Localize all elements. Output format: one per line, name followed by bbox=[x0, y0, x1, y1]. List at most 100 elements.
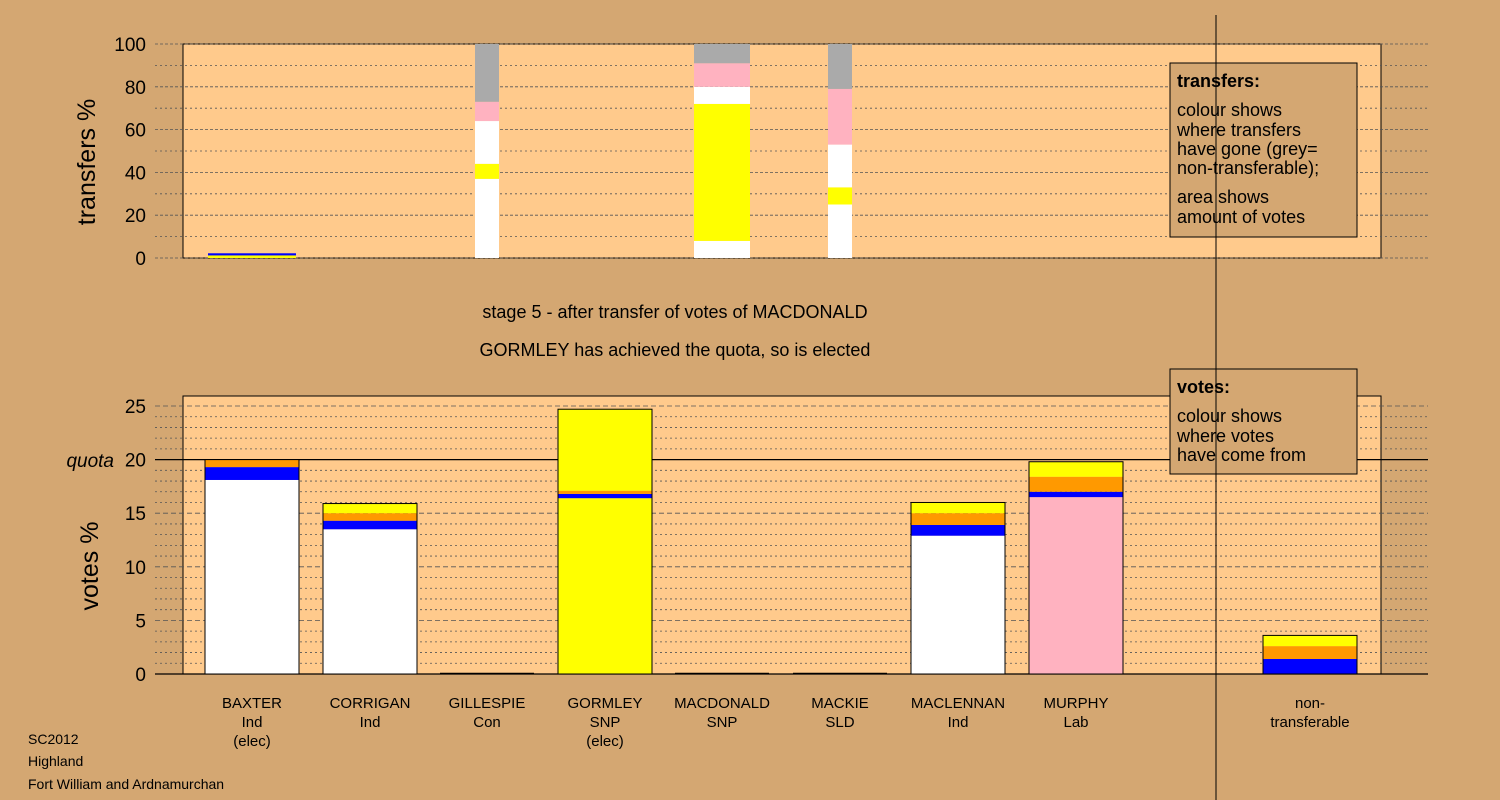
transfers-legend-line: area shows bbox=[1177, 187, 1269, 207]
votes-bar-segment bbox=[558, 498, 652, 674]
votes-bar-segment bbox=[1029, 491, 1123, 498]
footer-council: Highland bbox=[28, 753, 83, 769]
votes-bar-outline bbox=[910, 501, 1006, 675]
candidate-label: (elec) bbox=[586, 733, 624, 750]
votes-legend-heading: votes: bbox=[1177, 377, 1230, 397]
votes-tick-label: 20 bbox=[125, 451, 146, 472]
votes-bar-segment bbox=[1263, 635, 1357, 647]
candidate-label: GORMLEY bbox=[567, 695, 642, 712]
votes-bar-segment bbox=[1029, 497, 1123, 674]
candidate-label: Ind bbox=[948, 714, 969, 731]
transfers-tick-label: 20 bbox=[125, 206, 146, 227]
candidate-label: Lab bbox=[1063, 714, 1088, 731]
votes-legend-line: colour shows bbox=[1177, 406, 1282, 426]
votes-bar-segment bbox=[558, 409, 652, 491]
stage-caption: stage 5 - after transfer of votes of MAC… bbox=[482, 302, 867, 322]
votes-legend-box bbox=[1169, 368, 1358, 475]
transfers-bars bbox=[208, 44, 852, 258]
votes-bars bbox=[204, 408, 1358, 675]
transfers-bar-segment bbox=[828, 204, 852, 258]
footer-election: SC2012 bbox=[28, 731, 79, 747]
votes-bar-segment bbox=[911, 535, 1005, 674]
votes-tick-label: 10 bbox=[125, 558, 146, 579]
candidate-label: SNP bbox=[707, 714, 738, 731]
footer-ward: Fort William and Ardnamurchan bbox=[28, 776, 224, 792]
transfers-bar-segment bbox=[208, 253, 296, 256]
transfers-axis-title: transfers % bbox=[73, 99, 101, 225]
transfers-legend-line: have gone (grey= bbox=[1177, 139, 1318, 159]
votes-bar-segment bbox=[1029, 461, 1123, 477]
votes-axis-title: votes % bbox=[76, 522, 104, 611]
transfers-legend-line: amount of votes bbox=[1177, 207, 1305, 227]
transfers-bar-segment bbox=[694, 86, 750, 104]
votes-bar-outline bbox=[204, 459, 300, 675]
candidate-label: transferable bbox=[1270, 714, 1349, 731]
transfers-bar-segment bbox=[828, 88, 852, 145]
votes-bar-segment bbox=[1263, 646, 1357, 659]
candidate-label: MACLENNAN bbox=[911, 695, 1005, 712]
votes-tick-labels: 0 5 10 15 25 20 bbox=[125, 397, 146, 686]
transfers-bar-segment bbox=[828, 44, 852, 89]
candidate-label: SNP bbox=[590, 714, 621, 731]
votes-tick-label: 15 bbox=[125, 504, 146, 525]
candidate-label: MACDONALD bbox=[674, 695, 770, 712]
transfers-tick-label: 80 bbox=[125, 78, 146, 99]
votes-bar-outline bbox=[1028, 461, 1124, 675]
votes-bar-segment bbox=[323, 529, 417, 674]
votes-bar-segment bbox=[323, 513, 417, 521]
candidate-label: MURPHY bbox=[1043, 695, 1108, 712]
transfers-tick-label: 0 bbox=[135, 249, 146, 270]
transfers-legend-box bbox=[1169, 62, 1358, 238]
votes-bar-segment bbox=[911, 524, 1005, 536]
candidate-label: MACKIE bbox=[811, 695, 869, 712]
votes-bar-segment bbox=[323, 503, 417, 514]
votes-bar-outline bbox=[1262, 634, 1358, 675]
votes-bar-segment bbox=[558, 493, 652, 499]
transfers-bar-segment bbox=[475, 121, 499, 164]
votes-tick-label: 5 bbox=[135, 611, 146, 632]
transfers-legend-line: colour shows bbox=[1177, 100, 1282, 120]
votes-bar-segment bbox=[558, 490, 652, 494]
transfers-bar-segment bbox=[828, 144, 852, 188]
candidate-label: (elec) bbox=[233, 733, 271, 750]
transfers-tick-label: 60 bbox=[125, 121, 146, 142]
transfers-tick-label: 100 bbox=[114, 35, 146, 56]
votes-tick-label: 0 bbox=[135, 665, 146, 686]
votes-bar-segment bbox=[205, 479, 299, 674]
votes-bar-segment bbox=[1263, 658, 1357, 674]
transfers-legend-line: where transfers bbox=[1176, 120, 1301, 140]
transfers-legend-heading: transfers: bbox=[1177, 71, 1260, 91]
transfers-bar-segment bbox=[828, 187, 852, 205]
votes-bar-segment bbox=[205, 467, 299, 480]
transfers-legend-line: non-transferable); bbox=[1177, 158, 1319, 178]
candidate-label: Con bbox=[473, 714, 501, 731]
candidate-label: Ind bbox=[242, 714, 263, 731]
votes-legend: votes: colour shows where votes have com… bbox=[1169, 368, 1358, 475]
votes-legend-line: where votes bbox=[1176, 426, 1274, 446]
votes-bar-segment bbox=[323, 520, 417, 530]
transfers-bar-segment bbox=[475, 178, 499, 258]
votes-bar-segment bbox=[911, 513, 1005, 525]
transfers-tick-label: 40 bbox=[125, 163, 146, 184]
votes-bar-outline bbox=[322, 503, 418, 675]
transfers-bar-segment bbox=[475, 101, 499, 122]
transfers-bar-segment bbox=[475, 44, 499, 102]
transfers-bar-segment bbox=[694, 103, 750, 241]
quota-caption: GORMLEY has achieved the quota, so is el… bbox=[480, 340, 871, 360]
votes-tick-label: 25 bbox=[125, 397, 146, 418]
quota-label: quota bbox=[66, 451, 114, 472]
transfers-bar-segment bbox=[694, 63, 750, 87]
transfers-legend: transfers: colour shows where transfers … bbox=[1169, 62, 1358, 238]
votes-legend-line: have come from bbox=[1177, 445, 1306, 465]
candidate-label: non- bbox=[1295, 695, 1325, 712]
transfers-tick-labels: 0 20 40 60 80 100 bbox=[114, 35, 146, 270]
votes-bar-outline bbox=[557, 408, 653, 675]
transfers-bar-segment bbox=[475, 163, 499, 179]
candidate-labels: BAXTER Ind (elec) CORRIGAN Ind GILLESPIE Con GO… bbox=[222, 695, 1350, 750]
transfers-bar-segment bbox=[208, 255, 296, 258]
candidate-label: SLD bbox=[825, 714, 854, 731]
candidate-label: GILLESPIE bbox=[449, 695, 526, 712]
transfers-bar-segment bbox=[694, 240, 750, 258]
candidate-label: BAXTER bbox=[222, 695, 282, 712]
